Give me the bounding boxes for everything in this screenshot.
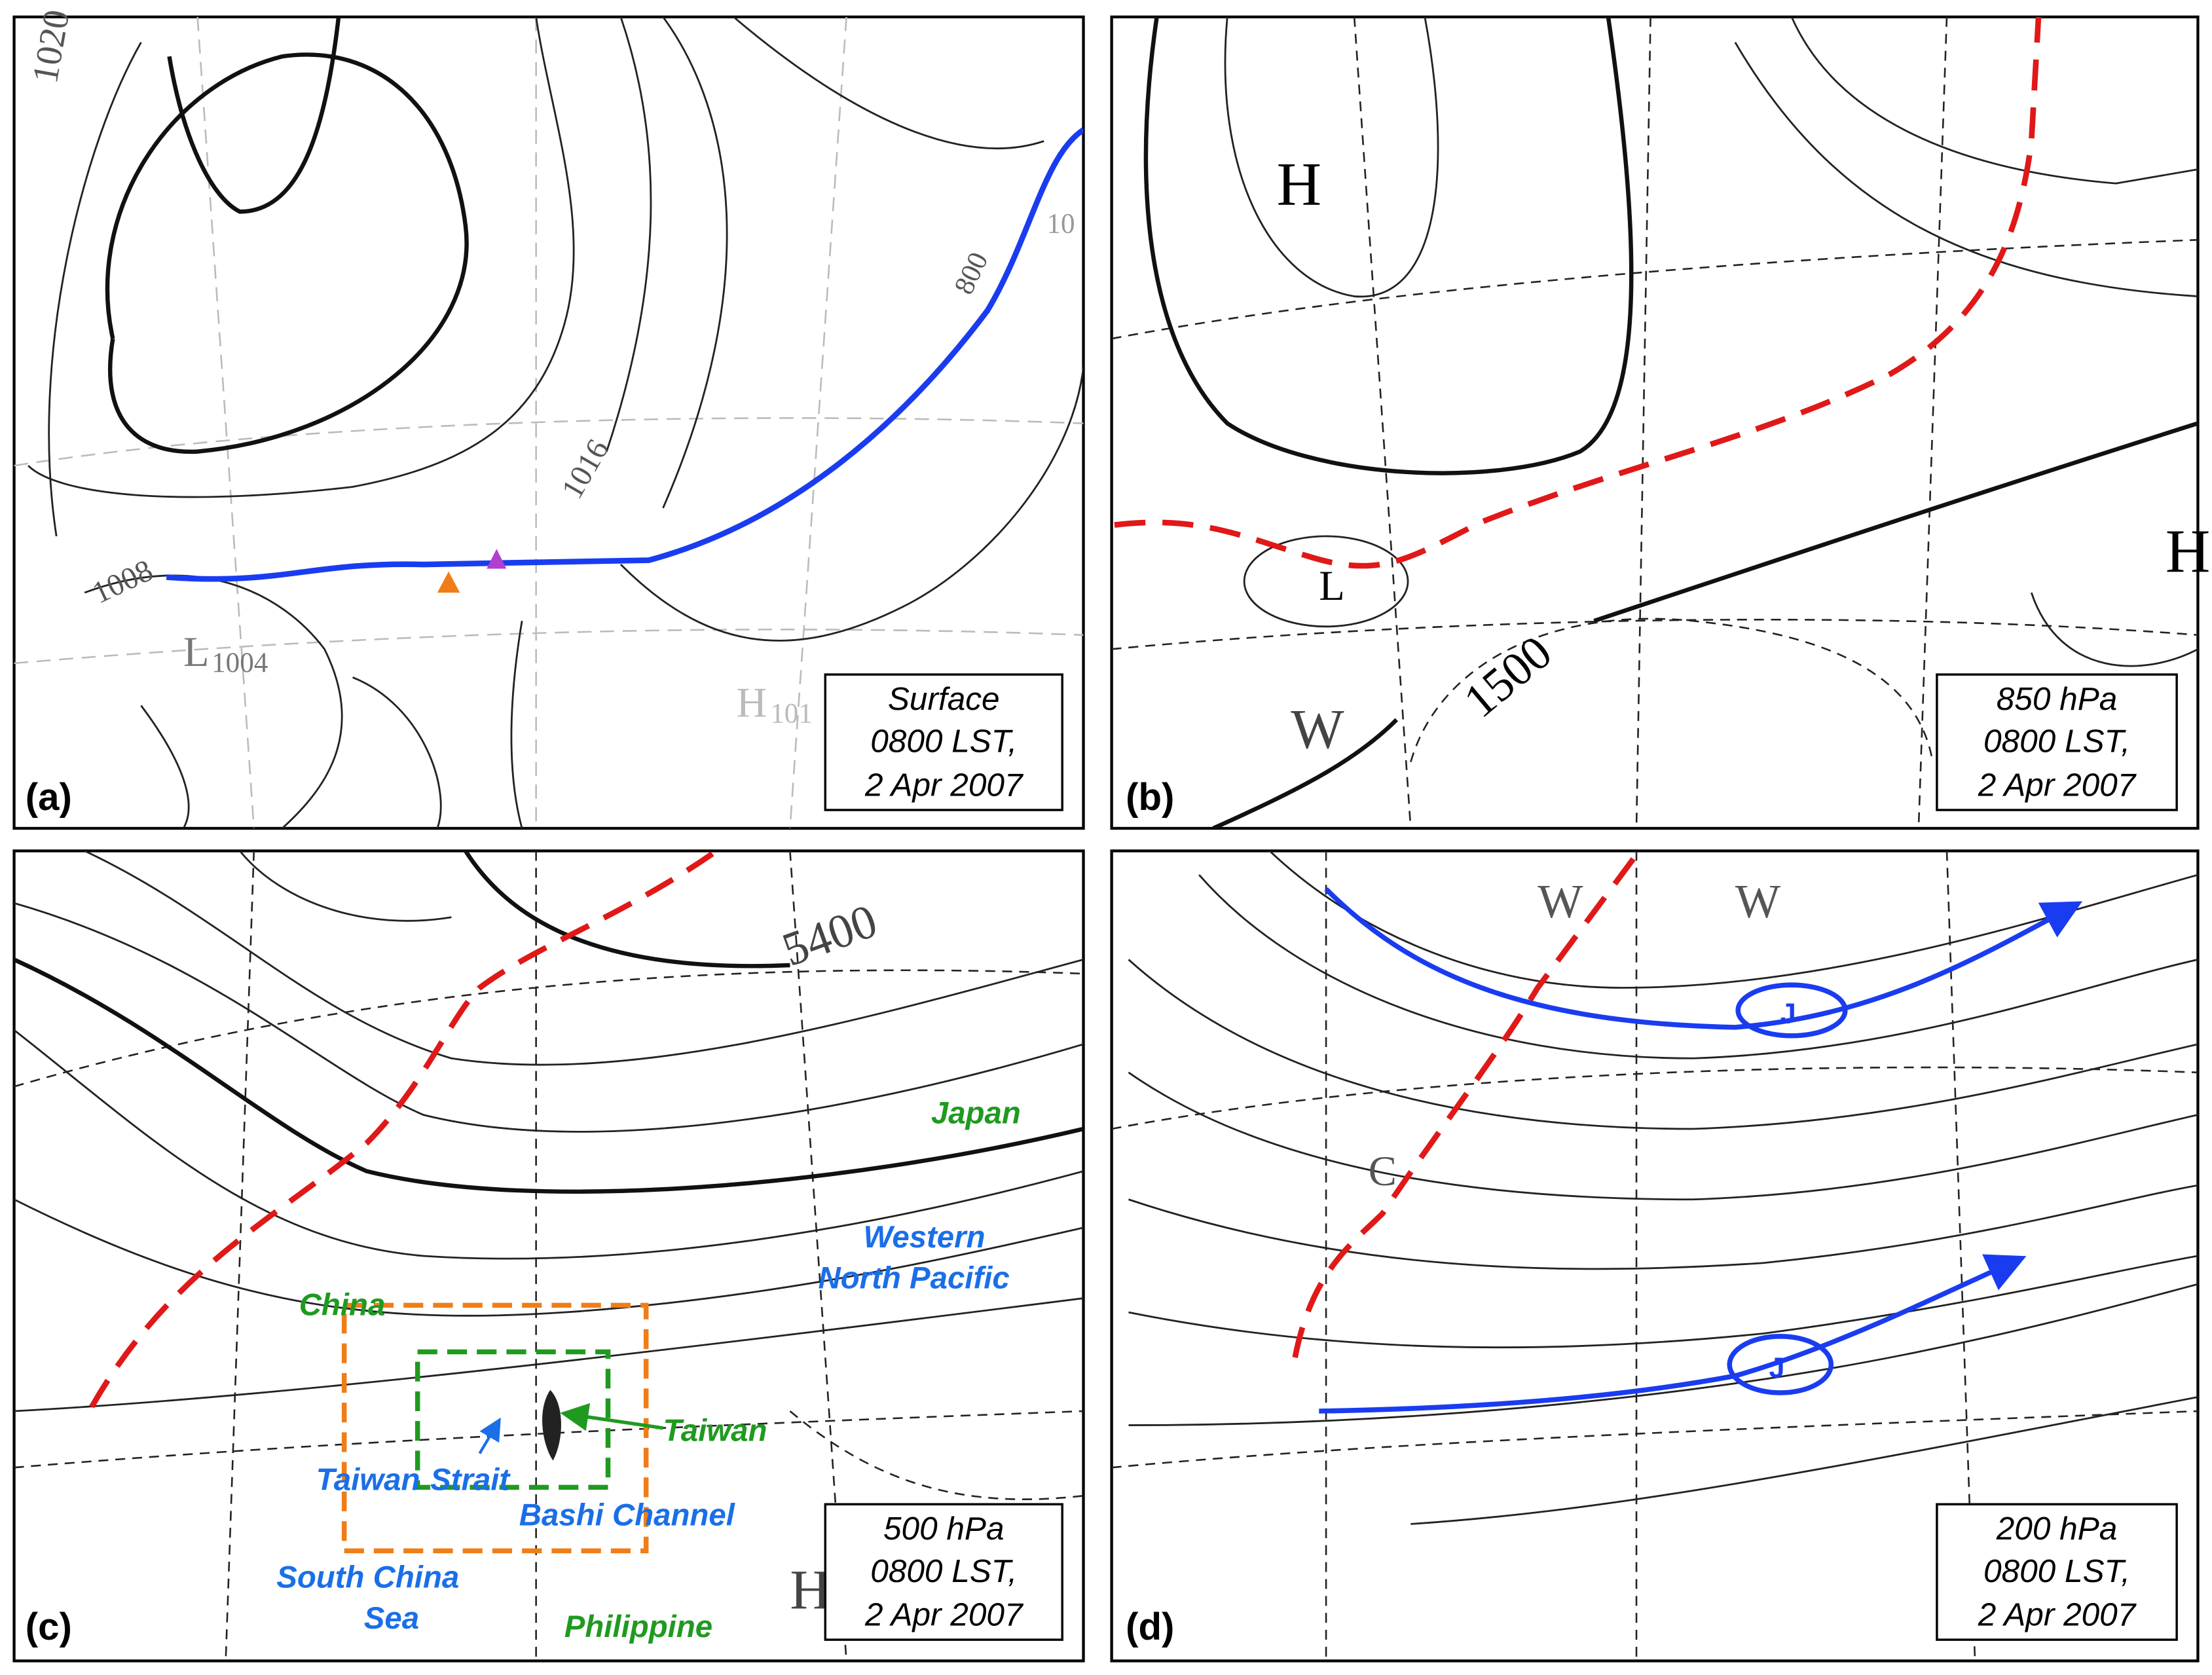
panel-d: W W J J C 200 hPa 0800 LST, 2 Apr 2007 (… [1110, 849, 2200, 1663]
contour-line [1410, 617, 1934, 763]
contour-line [14, 851, 1084, 1412]
caption-box [824, 673, 1063, 811]
pressure-value: 101 [770, 698, 813, 729]
site-marker [487, 549, 507, 569]
caption-box [1936, 1503, 2178, 1641]
jet-core [1727, 1334, 1834, 1395]
map-lines [1111, 16, 2198, 828]
contour-line [167, 16, 341, 214]
region-label: China [299, 1287, 386, 1322]
pointer-arrow [478, 1417, 501, 1454]
region-label: North Pacific [819, 1261, 1010, 1296]
region-label: Philippine [564, 1610, 712, 1644]
contour-line [1143, 16, 1634, 475]
region-label: Japan [931, 1095, 1021, 1130]
region-label: Bashi Channel [519, 1498, 735, 1533]
map-lines [14, 16, 1084, 828]
domain-box [415, 1349, 611, 1490]
lat-lon-grid [14, 16, 1084, 828]
high-center: H [1277, 149, 1321, 218]
map-lines [14, 851, 1084, 1661]
contour-line [1128, 1184, 2198, 1349]
contour-line [14, 1029, 1084, 1317]
contour-line [1128, 959, 2198, 1201]
high-center: H [737, 679, 767, 726]
low-center: L [1319, 562, 1344, 609]
caption-line: Surface [888, 680, 1000, 717]
contour-line [28, 16, 728, 537]
caption-line: 0800 LST, [870, 723, 1017, 760]
contour-line [140, 620, 523, 828]
jet-axis [1319, 1254, 2027, 1414]
caption-line: 0800 LST, [870, 1553, 1017, 1589]
caption-box [824, 1503, 1063, 1641]
region-label: Sea [364, 1601, 419, 1636]
contour-line [1128, 1283, 2198, 1525]
panel-a: 1020 1016 1008 L 1004 H 101 800 10 Surfa… [12, 7, 1085, 830]
site-marker [437, 571, 460, 593]
front-line [166, 127, 1084, 582]
contour-line [1111, 16, 2198, 828]
caption-line: 500 hPa [883, 1510, 1005, 1547]
domain-box [341, 1302, 649, 1554]
caption-box [1936, 673, 2178, 811]
map-lines [1111, 851, 2198, 1661]
jet-label: J [1780, 998, 1796, 1029]
jet-label: J [1769, 1352, 1785, 1384]
contour-line [105, 52, 469, 454]
island [542, 1390, 561, 1461]
trough-axis [1114, 16, 2042, 569]
contour-label: 10 [1047, 209, 1075, 240]
region-label: Taiwan [316, 1463, 420, 1498]
pressure-value: 1004 [212, 648, 268, 678]
cold-center: C [1369, 1147, 1397, 1194]
caption-line: 0800 LST, [1983, 1553, 2130, 1589]
low-center: L [183, 628, 209, 675]
contour-line [1212, 421, 2198, 828]
contour-line [14, 851, 1084, 1133]
caption-line: 200 hPa [1996, 1510, 2118, 1547]
high-center: H [790, 1558, 830, 1621]
region-label: Taiwan [663, 1413, 767, 1448]
panel-label: (a) [26, 776, 72, 819]
panel-b: H L W 1500 H 850 hPa 0800 LST, 2 Apr 200… [1110, 15, 2210, 830]
jet-axis [1324, 887, 2083, 1030]
trough-axis [89, 851, 714, 1408]
contour-line [14, 957, 1084, 1194]
jet-core [1735, 982, 1848, 1039]
caption-line: 850 hPa [1997, 680, 2118, 717]
contour-line [1243, 535, 1409, 628]
contour-line [1734, 41, 2198, 667]
warm-center: W [1735, 875, 1780, 928]
panel-label: (d) [1126, 1606, 1174, 1648]
caption-line: 2 Apr 2007 [1978, 766, 2137, 803]
trough-axis [1292, 851, 1642, 1358]
caption-line: 2 Apr 2007 [1978, 1596, 2137, 1633]
panel-label: (c) [26, 1606, 72, 1648]
panel-label: (b) [1126, 776, 1174, 819]
caption-line: 2 Apr 2007 [864, 1596, 1024, 1633]
pointer-arrow [560, 1403, 663, 1431]
contour-line [1224, 16, 2198, 298]
panel-c: 5400 Japan Western North Pacific China T… [12, 849, 1085, 1663]
region-label: South China [276, 1560, 459, 1594]
warm-center: W [1291, 697, 1344, 760]
region-label: Strait [430, 1463, 511, 1498]
caption-line: 2 Apr 2007 [864, 766, 1024, 803]
caption-line: 0800 LST, [1983, 723, 2130, 760]
high-center: H [2166, 517, 2210, 585]
region-label: Western [863, 1220, 985, 1255]
warm-center: W [1538, 875, 1583, 928]
